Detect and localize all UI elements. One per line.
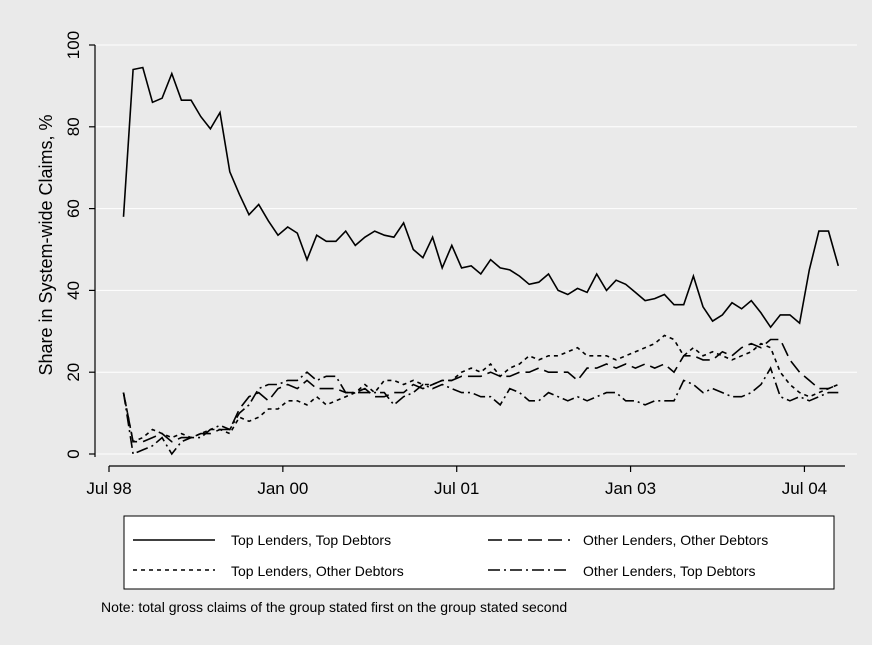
x-tick-label-1: Jan 00: [257, 479, 308, 498]
series-line-top-lenders-other-debtors: [122, 334, 839, 443]
y-tick-label-40: 40: [64, 281, 83, 300]
x-tick-label-2: Jul 01: [434, 479, 479, 498]
legend-label-top-lenders-top-debtors: Top Lenders, Top Debtors: [231, 532, 391, 548]
y-tick-label-80: 80: [64, 117, 83, 136]
legend-label-other-lenders-top-debtors: Other Lenders, Top Debtors: [583, 563, 756, 579]
x-tick-label-0: Jul 98: [86, 479, 131, 498]
y-tick-label-0: 0: [64, 449, 83, 458]
y-tick-label-60: 60: [64, 199, 83, 218]
legend-label-top-lenders-other-debtors: Top Lenders, Other Debtors: [231, 563, 404, 579]
data-series: [122, 66, 840, 456]
chart-note: Note: total gross claims of the group st…: [101, 599, 567, 615]
y-tick-label-20: 20: [64, 363, 83, 382]
y-axis-label: Share in System-wide Claims, %: [36, 114, 56, 375]
series-line-other-lenders-top-debtors: [122, 366, 839, 456]
plot-area: [95, 23, 857, 466]
legend-box: [123, 515, 835, 590]
legend: Top Lenders, Top Debtors Other Lenders, …: [123, 515, 835, 590]
x-tick-label-4: Jul 04: [782, 479, 827, 498]
y-tick-label-100: 100: [64, 31, 83, 59]
legend-label-other-lenders-other-debtors: Other Lenders, Other Debtors: [583, 532, 768, 548]
series-line-top-lenders-top-debtors: [122, 66, 840, 329]
x-tick-label-3: Jan 03: [605, 479, 656, 498]
axes: 0 20 40 60 80 100 Jul 98 Jan 00 Jul 01 Jan 03 Jul …: [64, 31, 845, 498]
